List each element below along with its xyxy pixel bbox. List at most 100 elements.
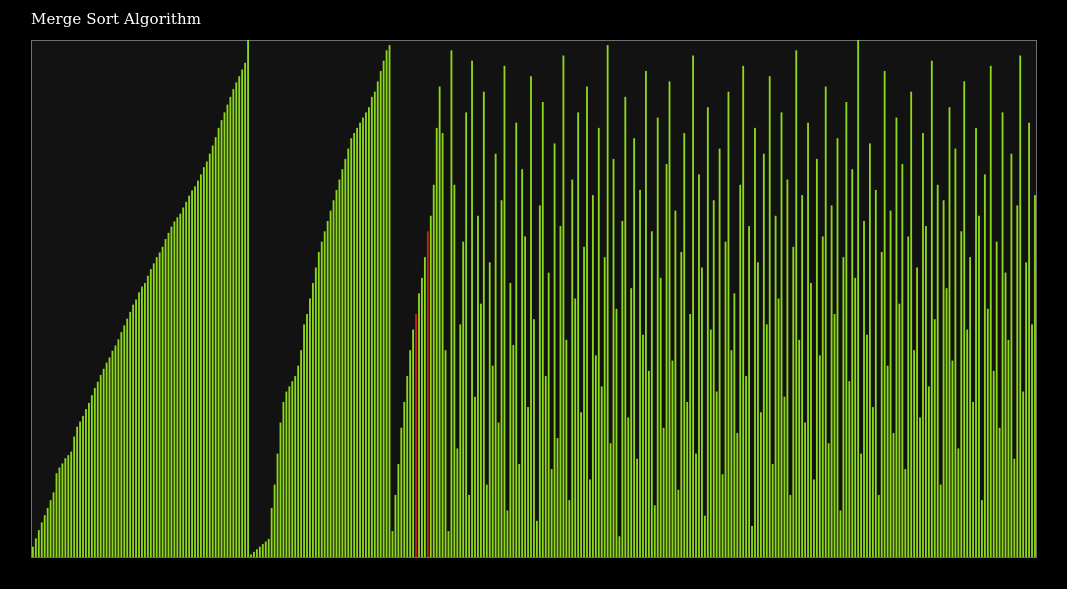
bar (895, 117, 898, 558)
bar (512, 345, 515, 557)
bar (665, 164, 668, 557)
bar (123, 325, 126, 557)
bar (232, 89, 235, 558)
bar (176, 217, 179, 557)
bar (409, 350, 412, 557)
bar (353, 133, 356, 557)
bar (1010, 153, 1013, 558)
bar (403, 401, 406, 557)
bar (143, 282, 146, 557)
bar (99, 375, 102, 557)
bar (111, 350, 114, 557)
bar (550, 469, 553, 557)
bar (244, 62, 247, 557)
bar (105, 362, 108, 557)
bar (188, 195, 191, 557)
bar (132, 304, 135, 557)
bar (276, 453, 279, 557)
bar (521, 169, 524, 557)
bar (721, 474, 724, 557)
bar (869, 143, 871, 557)
bar (759, 412, 762, 557)
bar (421, 277, 423, 557)
bar (67, 455, 70, 557)
bar (329, 210, 332, 558)
bar (771, 463, 774, 557)
bar (46, 507, 49, 557)
bar (194, 186, 196, 557)
bar (606, 45, 609, 558)
bar (978, 215, 980, 557)
bar (482, 91, 485, 557)
bar (603, 257, 606, 557)
highlighted-bar (426, 231, 429, 558)
bar (1031, 324, 1033, 557)
bar (951, 360, 954, 557)
bar (129, 311, 132, 557)
bar (491, 365, 494, 557)
bar (972, 401, 974, 557)
bar (541, 102, 544, 557)
bar (839, 510, 842, 557)
bar (981, 500, 983, 557)
bar (432, 184, 435, 557)
bar (406, 376, 409, 557)
bar (88, 402, 90, 557)
bar (910, 91, 913, 557)
bar (927, 386, 930, 557)
bar (182, 207, 185, 557)
bar (167, 232, 170, 557)
bar (807, 122, 809, 557)
bar (998, 427, 1001, 557)
bar (960, 231, 963, 558)
bar (258, 546, 261, 557)
bar (161, 246, 164, 558)
bar (883, 71, 886, 558)
bar (751, 525, 753, 557)
bar (768, 76, 771, 557)
bar (916, 267, 918, 557)
bar (479, 303, 482, 557)
bar (255, 549, 258, 557)
bar (780, 112, 783, 557)
bar (553, 143, 556, 557)
bar (727, 91, 730, 557)
bar (311, 282, 314, 557)
bar (117, 339, 120, 557)
bar (135, 299, 137, 557)
bar (645, 71, 647, 558)
bar (85, 409, 87, 557)
bar (842, 257, 845, 557)
bar (93, 387, 96, 557)
bar (73, 436, 76, 557)
bar (995, 241, 998, 557)
bar (957, 448, 960, 557)
bar (373, 91, 376, 557)
bar (765, 324, 768, 557)
bar (907, 236, 910, 557)
bar (108, 357, 111, 557)
bar (477, 215, 479, 557)
bar (530, 76, 532, 557)
bar (326, 220, 329, 557)
bar (786, 179, 789, 557)
bar (173, 221, 176, 557)
bar (412, 329, 415, 557)
bar (288, 386, 291, 557)
bar (919, 417, 921, 557)
bar (158, 252, 161, 558)
bar (730, 350, 733, 557)
bar (942, 200, 945, 557)
bar (922, 133, 924, 557)
bar (64, 458, 67, 557)
bar (925, 226, 927, 557)
bar (40, 522, 43, 557)
bar (303, 324, 305, 557)
bar (211, 145, 214, 557)
bar (441, 133, 444, 557)
bar (247, 40, 249, 557)
bar (114, 345, 117, 557)
bar (32, 546, 34, 557)
bar (214, 137, 217, 557)
bar (739, 184, 742, 557)
